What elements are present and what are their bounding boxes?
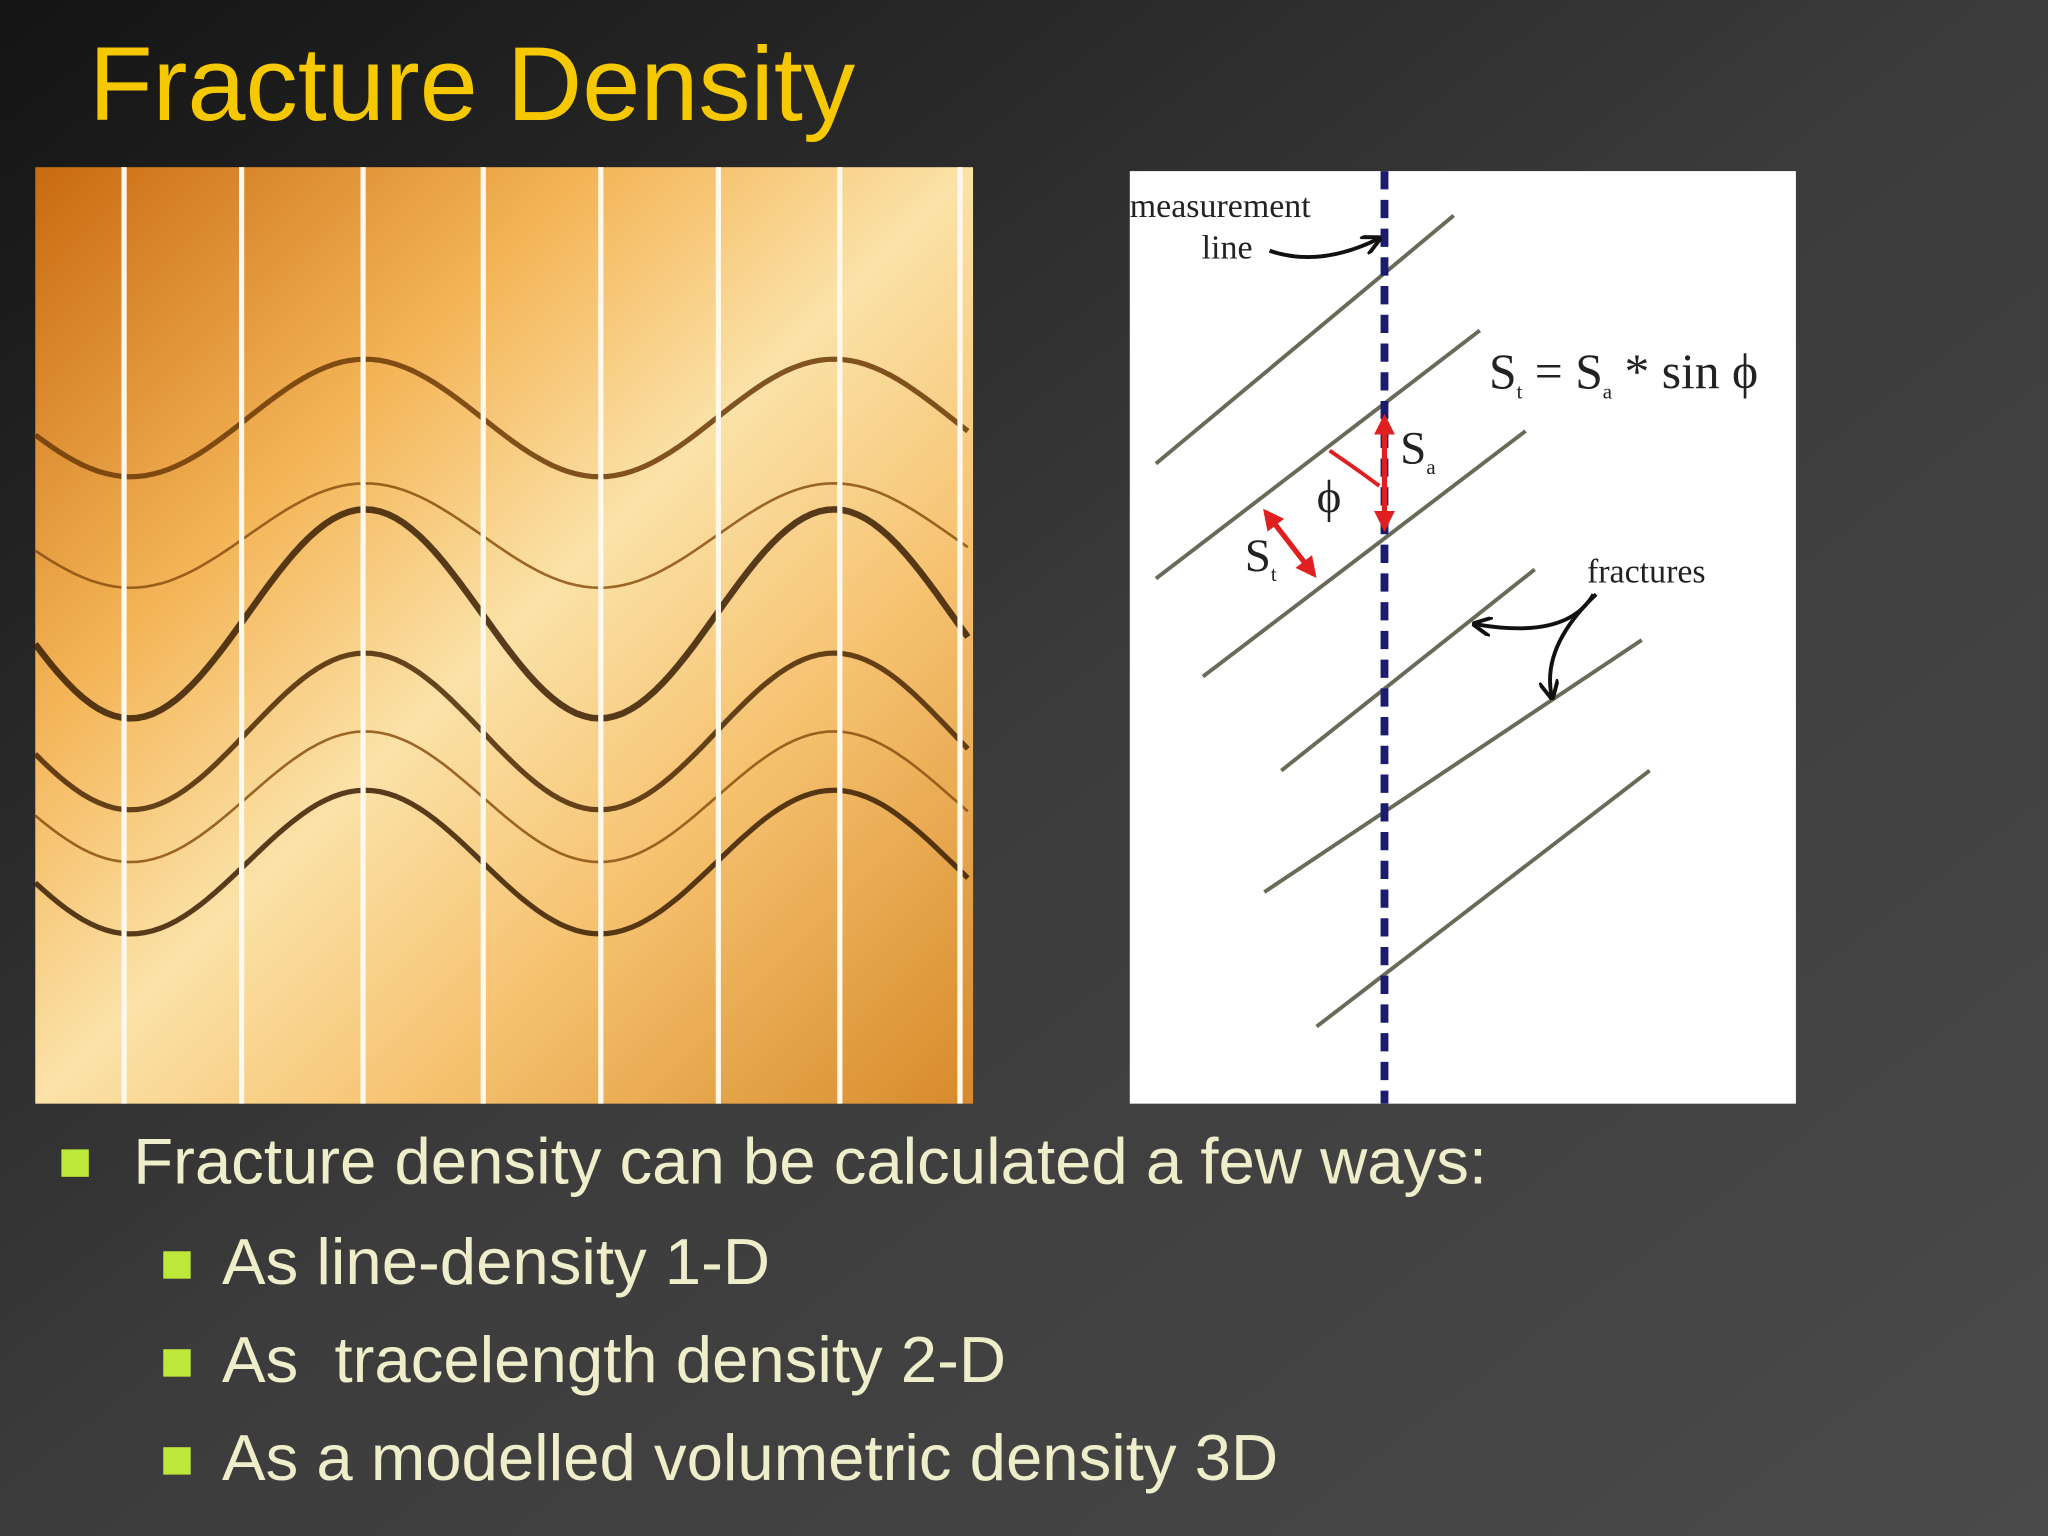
bullet-marker <box>61 1149 89 1177</box>
bullet-text: As tracelength density 2-D <box>222 1323 1006 1396</box>
pointer-arrow <box>1550 592 1598 696</box>
bullet-marker <box>163 1349 191 1377</box>
formula-subscript: a <box>1603 379 1612 403</box>
formula-part: = S <box>1522 344 1602 399</box>
fracture-trace <box>34 730 969 864</box>
fracture-trace <box>33 650 970 813</box>
phi-label: ϕ <box>1317 471 1342 523</box>
fracture-diagram: measurement line St = Sa * sin ϕ Sa ϕ St… <box>1129 171 1796 1104</box>
sub-bullets: As line-density 1-D As tracelength densit… <box>163 1225 1278 1494</box>
label-part: S <box>1400 423 1426 475</box>
bullet-marker <box>163 1447 191 1475</box>
label-part: S <box>1245 530 1271 582</box>
fracture-trace <box>34 481 969 590</box>
bullet-marker <box>163 1251 191 1279</box>
fracture <box>1154 214 1455 466</box>
slide-title: Fracture Density <box>89 26 856 143</box>
label-subscript: t <box>1271 562 1277 586</box>
diagram-label: line <box>1202 230 1253 267</box>
image-background <box>35 167 974 1104</box>
bullet-text: As line-density 1-D <box>222 1225 770 1298</box>
fracture <box>1201 429 1527 679</box>
sa-label: Sa <box>1400 423 1435 479</box>
label-subscript: a <box>1426 455 1435 479</box>
bullet-text: As a modelled volumetric density 3D <box>222 1421 1278 1494</box>
diagram-label: measurement <box>1130 188 1311 225</box>
formula-part: S <box>1489 344 1517 399</box>
st-arrow <box>1263 508 1317 579</box>
fracture <box>1280 567 1536 773</box>
fracture-trace <box>33 787 970 937</box>
fracture <box>1154 328 1482 581</box>
fracture <box>1263 638 1643 894</box>
diagram-background <box>1129 171 1796 1104</box>
formula: St = Sa * sin ϕ <box>1489 344 1758 403</box>
phi-arc <box>1328 448 1381 488</box>
bullet-text: Fracture density can be calculated a few… <box>133 1124 1487 1197</box>
pointer-arrow <box>1268 239 1378 260</box>
fracture-lines <box>1154 214 1651 1029</box>
fracture-trace <box>33 356 970 480</box>
fracture <box>1315 769 1651 1029</box>
formula-subscript: t <box>1517 379 1523 403</box>
formula-part: * sin ϕ <box>1612 344 1758 399</box>
diagram-label: fractures <box>1587 554 1706 591</box>
borehole-image <box>32 167 974 1104</box>
fracture-trace <box>32 506 971 722</box>
st-label: St <box>1245 530 1277 586</box>
